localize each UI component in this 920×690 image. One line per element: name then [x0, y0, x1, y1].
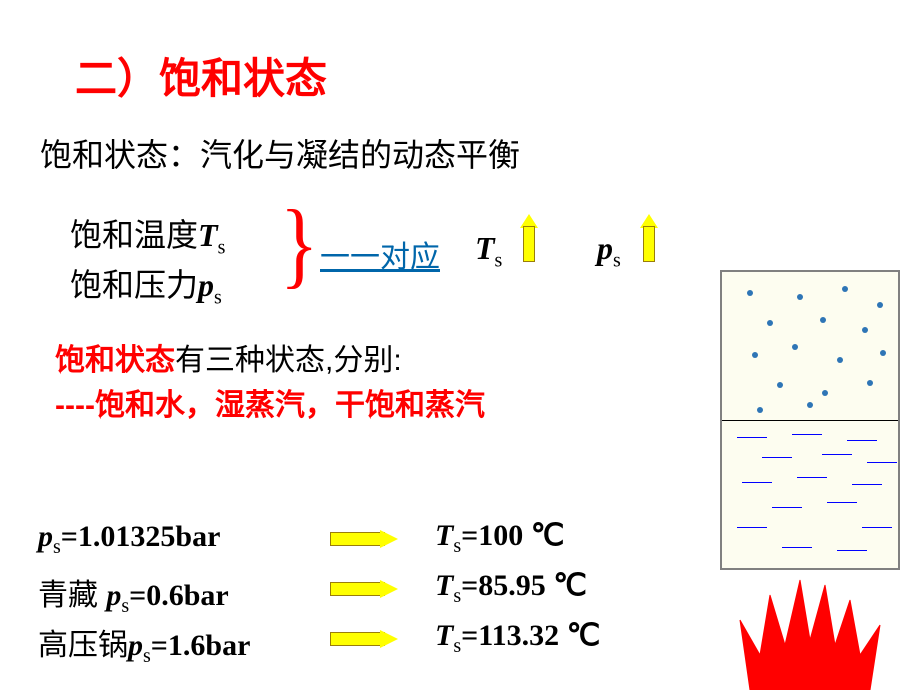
sub-s-2: s [214, 286, 222, 308]
sub-s-tr1: s [453, 535, 461, 557]
var-T-2: T [475, 230, 495, 266]
dot-icon [752, 352, 758, 358]
dot-icon [880, 350, 886, 356]
var-T-r2: T [435, 569, 453, 602]
dot-icon [862, 327, 868, 333]
dot-icon [822, 390, 828, 396]
water-dash-icon [822, 454, 852, 455]
dot-icon [807, 402, 813, 408]
three-states-suffix: 有三种状态,分别: [175, 344, 402, 377]
dot-icon [747, 290, 753, 296]
water-dash-icon [852, 484, 882, 485]
dot-icon [842, 286, 848, 292]
water-dash-icon [762, 457, 792, 458]
example-row-1-left: ps=1.01325bar [38, 520, 220, 559]
sub-s-tr3: s [453, 635, 461, 657]
eq-r2: =0.6bar [129, 579, 229, 612]
arrow-body-icon [523, 226, 535, 262]
arrow-head-icon [380, 530, 398, 548]
sat-press-label: 饱和压力ps [70, 260, 222, 309]
arrow-body-icon [330, 532, 385, 546]
example-row-2-right: Ts=85.95 ℃ [435, 568, 587, 608]
water-dash-icon [792, 434, 822, 435]
arrow-body-icon [330, 582, 385, 596]
val-r1: =100 ℃ [461, 519, 564, 552]
arrow-r2 [330, 580, 400, 598]
example-row-1-right: Ts=100 ℃ [435, 518, 564, 558]
eq-r1: =1.01325bar [61, 520, 221, 553]
arrow-head-icon [380, 630, 398, 648]
sub-s-3: s [495, 249, 503, 271]
arrow-r3 [330, 630, 400, 648]
var-T-r3: T [435, 619, 453, 652]
sat-temp-text: 饱和温度 [70, 217, 198, 253]
var-p-r1: p [38, 520, 53, 553]
sat-press-text: 饱和压力 [70, 267, 198, 303]
water-dash-icon [742, 482, 772, 483]
sub-s-r3: s [143, 645, 151, 667]
arrow-r1 [330, 530, 400, 548]
water-dash-icon [867, 462, 897, 463]
prefix-r2: 青藏 [38, 579, 106, 612]
eq-r3: =1.6bar [151, 629, 251, 662]
prefix-r3: 高压锅 [38, 629, 128, 662]
arrow-body-icon [330, 632, 385, 646]
up-arrow-ps [640, 214, 658, 262]
water-dash-icon [782, 547, 812, 548]
ps-symbol: ps [597, 230, 621, 272]
val-r2: =85.95 ℃ [461, 569, 587, 602]
section-title: 二）饱和状态 [75, 45, 327, 106]
three-states-list: ----饱和水，湿蒸汽，干饱和蒸汽 [55, 380, 485, 424]
three-states-prefix: 饱和状态 [55, 344, 175, 377]
dot-icon [867, 380, 873, 386]
var-p: p [198, 267, 214, 303]
vessel-diagram [720, 270, 900, 570]
sub-s-1: s [218, 236, 226, 258]
water-dash-icon [737, 527, 767, 528]
ts-symbol: Ts [475, 230, 502, 272]
var-p-2: p [597, 230, 613, 266]
correspondence-link[interactable]: 一一对应 [320, 232, 440, 276]
example-row-2-left: 青藏 ps=0.6bar [38, 570, 229, 618]
var-T-r1: T [435, 519, 453, 552]
water-dash-icon [837, 550, 867, 551]
arrow-body-icon [643, 226, 655, 262]
dot-icon [820, 317, 826, 323]
brace-icon: } [280, 197, 318, 293]
dot-icon [777, 382, 783, 388]
dot-icon [767, 320, 773, 326]
arrow-head-icon [380, 580, 398, 598]
dot-icon [757, 407, 763, 413]
dot-icon [837, 357, 843, 363]
water-dash-icon [847, 440, 877, 441]
dot-icon [877, 302, 883, 308]
water-dash-icon [862, 527, 892, 528]
var-p-r2: p [106, 579, 121, 612]
sub-s-4: s [613, 249, 621, 271]
water-dash-icon [772, 507, 802, 508]
dot-icon [797, 294, 803, 300]
sub-s-tr2: s [453, 585, 461, 607]
water-surface-line [722, 420, 898, 421]
dot-icon [792, 344, 798, 350]
water-dash-icon [827, 502, 857, 503]
up-arrow-ts [520, 214, 538, 262]
water-dash-icon [737, 437, 767, 438]
var-p-r3: p [128, 629, 143, 662]
example-row-3-right: Ts=113.32 ℃ [435, 618, 600, 658]
water-dash-icon [797, 477, 827, 478]
example-row-3-left: 高压锅ps=1.6bar [38, 620, 250, 668]
definition-text: 饱和状态：汽化与凝结的动态平衡 [40, 130, 520, 176]
sub-s-r2: s [121, 595, 129, 617]
val-r3: =113.32 ℃ [461, 619, 600, 652]
sat-temp-label: 饱和温度Ts [70, 210, 225, 259]
var-T: T [198, 217, 218, 253]
three-states-heading: 饱和状态有三种状态,分别: [55, 335, 402, 379]
flame-icon [730, 570, 890, 690]
sub-s-r1: s [53, 536, 61, 558]
